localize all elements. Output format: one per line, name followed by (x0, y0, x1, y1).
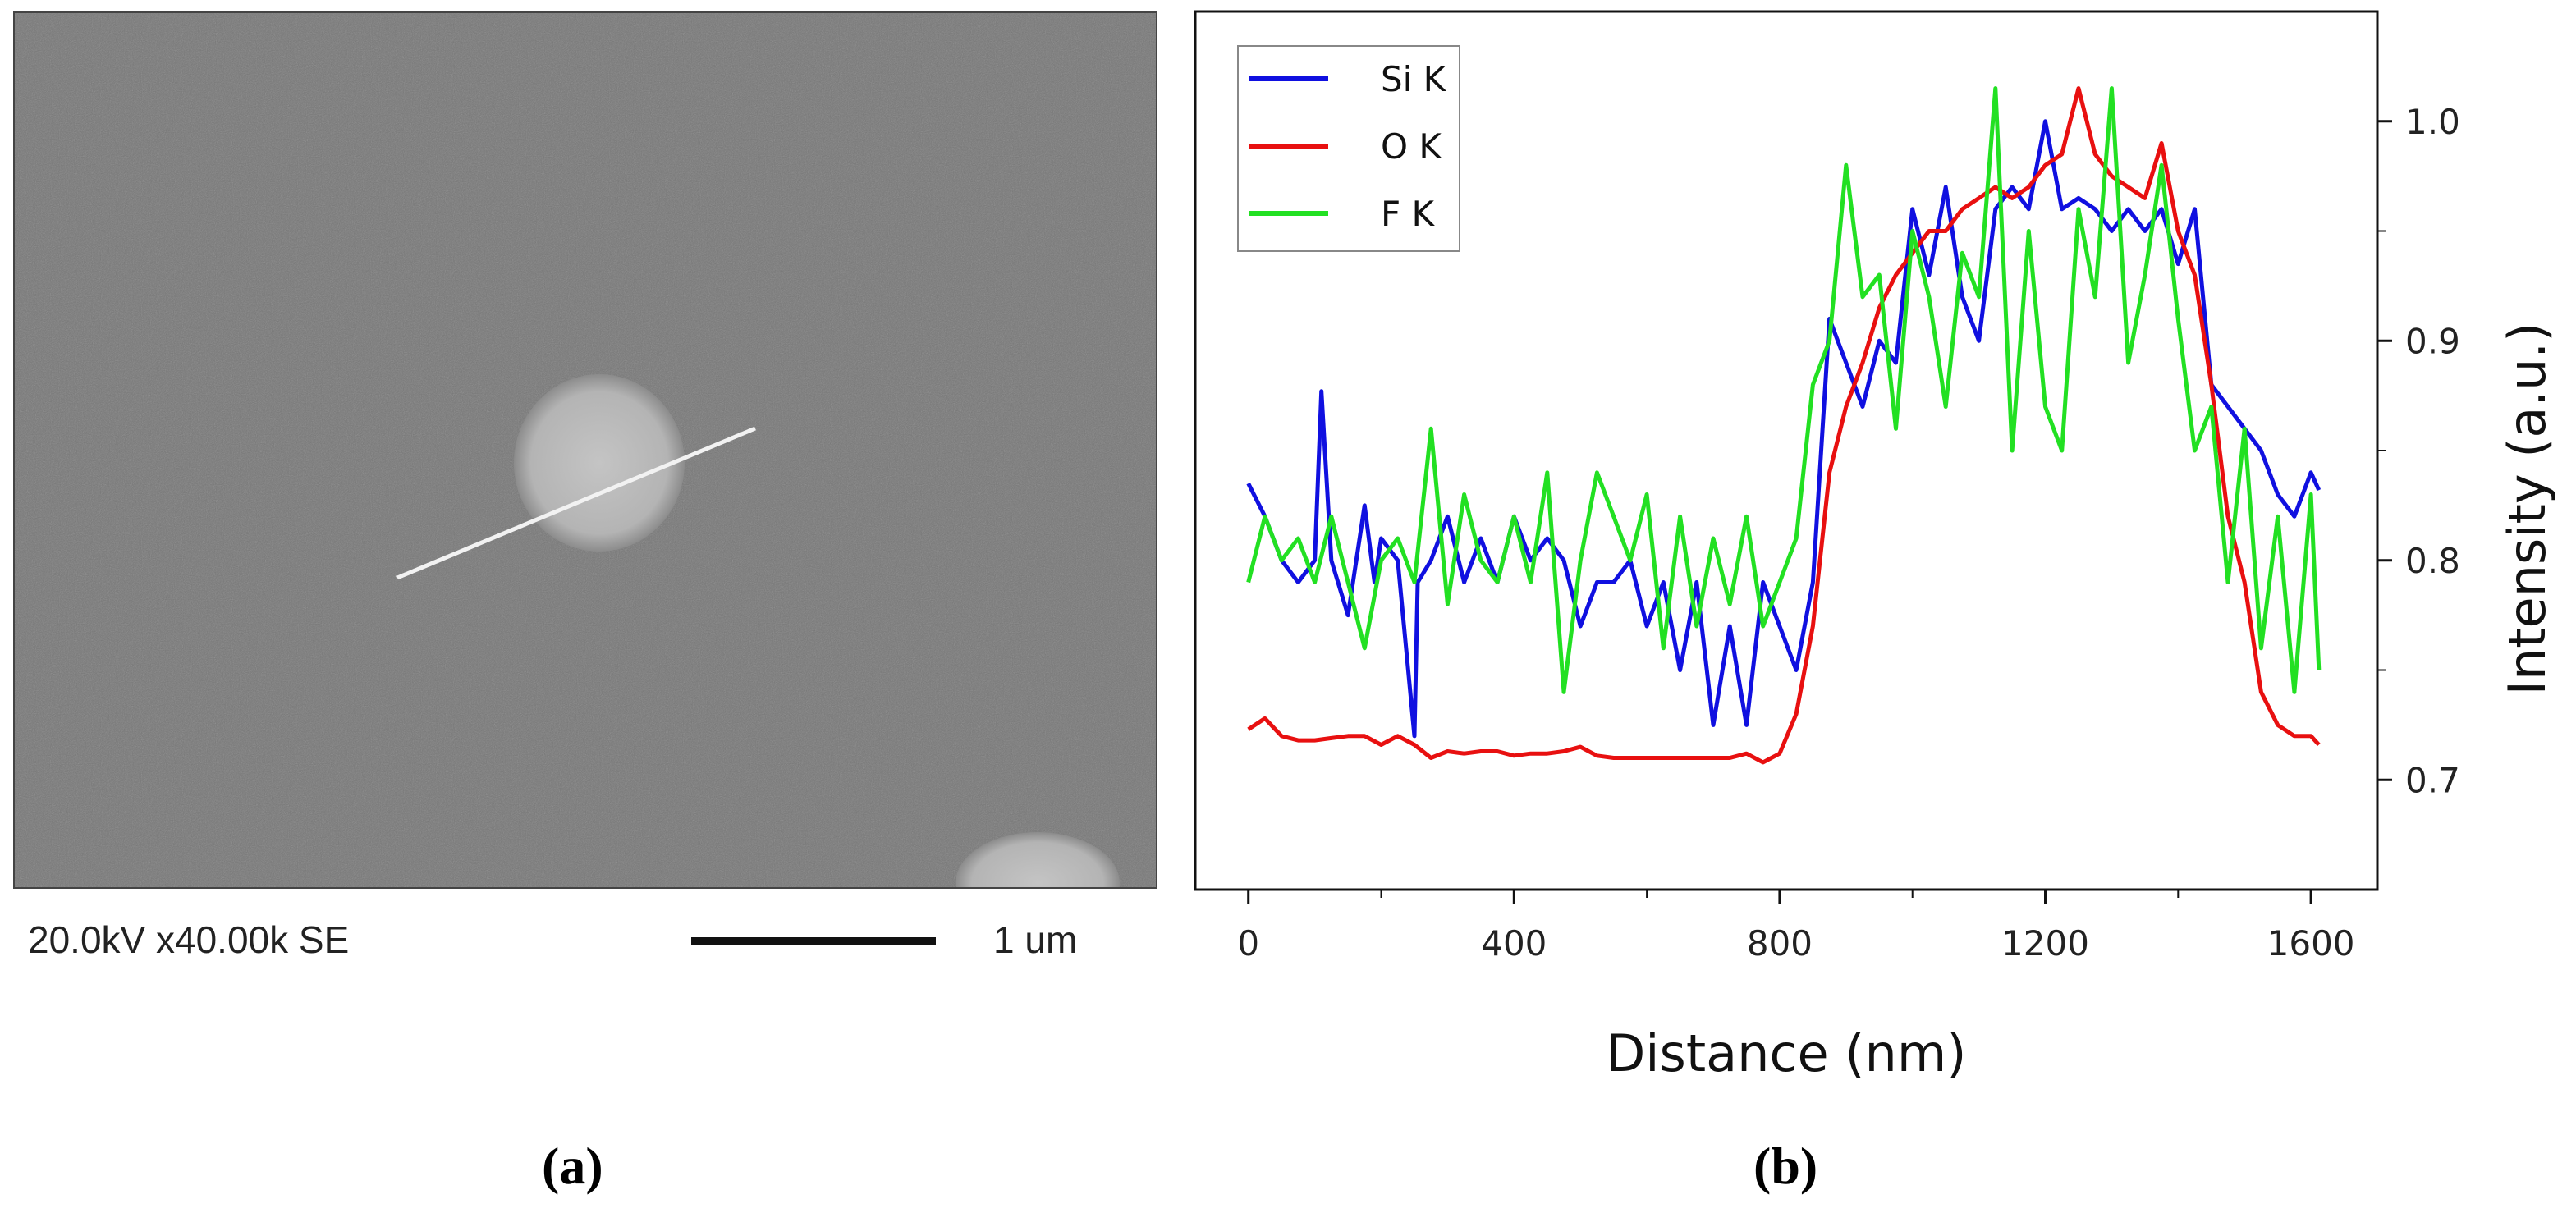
y-axis-ticks: 0.7 0.8 0.9 1.0 (2377, 102, 2460, 800)
y-axis-title: Intensity (a.u.) (2497, 323, 2557, 696)
x-tick-label: 0 (1237, 923, 1259, 963)
x-tick-label: 400 (1481, 923, 1547, 963)
panel-label-a: (a) (542, 1137, 603, 1195)
legend-label: O K (1381, 126, 1442, 167)
y-tick-label: 1.0 (2405, 102, 2460, 142)
series-line-o-k (1247, 86, 2321, 765)
legend-label: Si K (1381, 59, 1447, 99)
x-axis-ticks: 0 400 800 1200 1600 (1237, 890, 2355, 963)
y-tick-label: 0.9 (2405, 321, 2460, 361)
y-tick-label: 0.8 (2405, 541, 2460, 581)
x-tick-label: 1200 (2001, 923, 2089, 963)
sem-info-label: 20.0kV x40.00k SE (28, 918, 350, 961)
intensity-line-chart: 0 400 800 1200 1600 0.70.80.91.0 Si KO KF K … (1194, 10, 2557, 1083)
nanoparticle-corner (956, 832, 1120, 887)
sem-micrograph (13, 11, 1157, 889)
panel-label-b: (b) (1753, 1137, 1818, 1195)
series-line-f-k (1246, 86, 2322, 694)
chart-legend: Si K O K F K (1237, 45, 1460, 252)
scale-bar (691, 937, 936, 945)
series-line-si-k (1246, 119, 2322, 739)
x-tick-label: 800 (1747, 923, 1813, 963)
x-tick-label: 1600 (2267, 923, 2355, 963)
line-scan-path (396, 426, 756, 580)
nanoparticle (514, 374, 685, 552)
y-tick-label: 0.7 (2405, 760, 2460, 800)
sem-image (15, 13, 1156, 887)
series-lines (1246, 86, 2322, 765)
scale-bar-label: 1 um (993, 918, 1078, 961)
x-axis-title: Distance (nm) (1607, 1023, 1967, 1083)
legend-label: F K (1381, 194, 1436, 234)
